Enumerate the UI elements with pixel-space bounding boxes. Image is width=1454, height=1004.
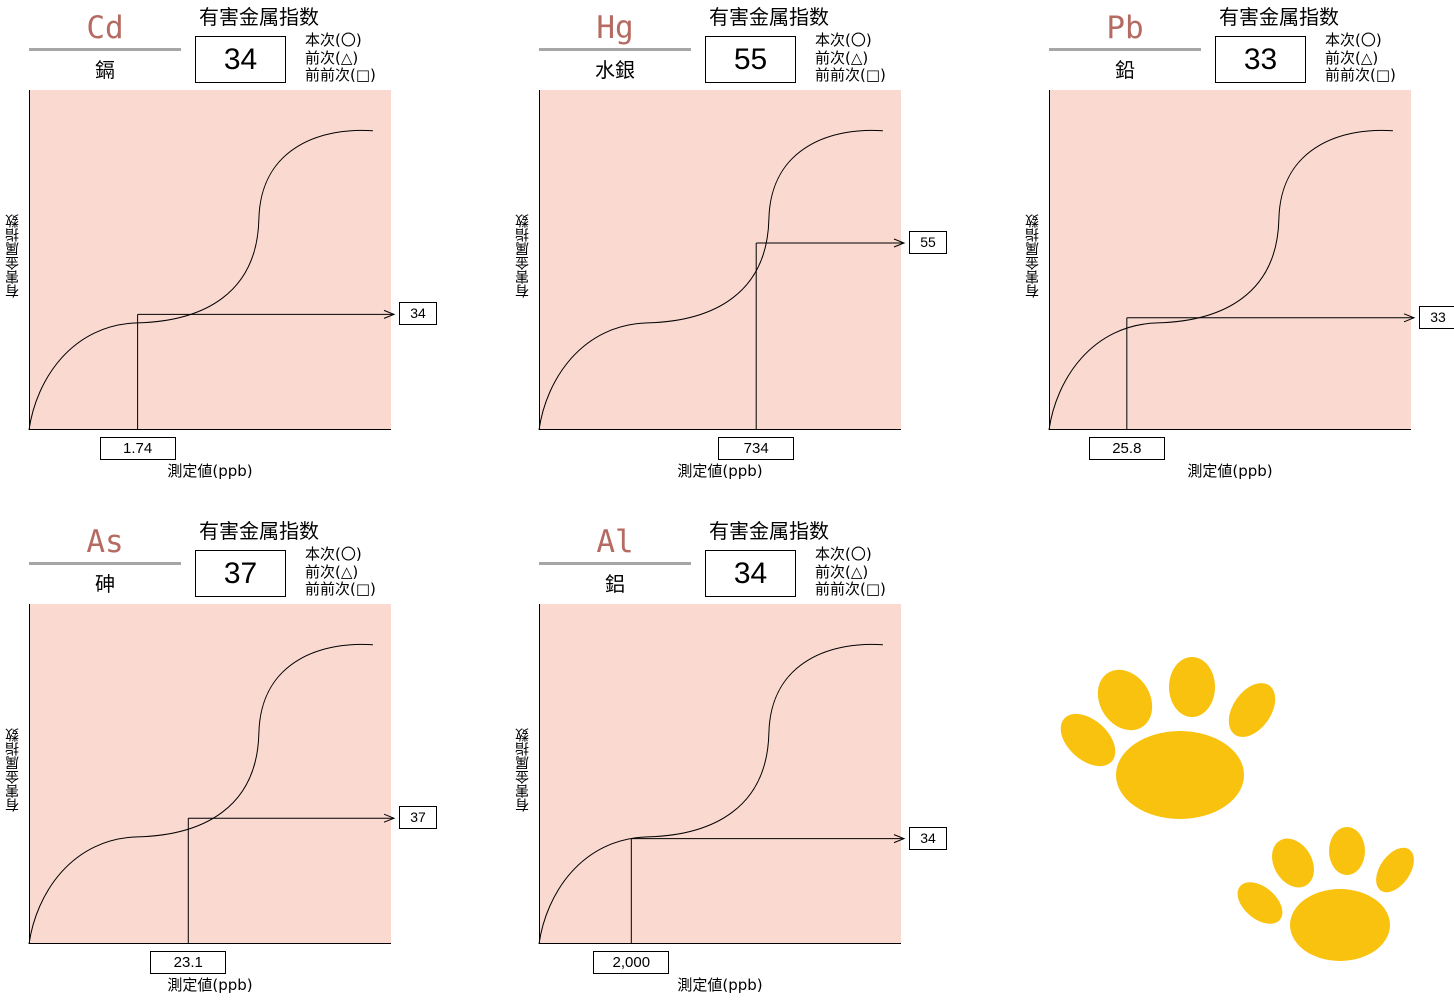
chart-panel-hg: Hg 水銀 有害金属指数 55 本次(〇) 前次(△) 前前次(□) 有害金属指… bbox=[539, 0, 999, 490]
x-axis-label: 測定値(ppb) bbox=[640, 976, 800, 994]
paw-toe bbox=[1368, 841, 1420, 899]
chart-panel-pb: Pb 鉛 有害金属指数 33 本次(〇) 前次(△) 前前次(□) 有害金属指数… bbox=[1049, 0, 1454, 490]
measured-value-box: 2,000 bbox=[593, 951, 669, 974]
paw-print-small bbox=[1230, 827, 1420, 961]
measured-value-box: 1.74 bbox=[100, 437, 176, 460]
paw-toe bbox=[1219, 675, 1285, 746]
measured-value-box: 25.8 bbox=[1089, 437, 1165, 460]
plot-background bbox=[539, 90, 901, 430]
plot-background bbox=[29, 90, 391, 430]
index-marker-box: 55 bbox=[909, 231, 947, 254]
paw-toe bbox=[1169, 657, 1215, 717]
paw-toe bbox=[1230, 874, 1290, 932]
paw-pad bbox=[1290, 889, 1390, 961]
paw-pad bbox=[1116, 731, 1244, 819]
x-axis-label: 測定値(ppb) bbox=[130, 976, 290, 994]
plot-area bbox=[29, 514, 489, 1004]
paw-toe bbox=[1264, 831, 1323, 895]
y-axis-label: 有害金属指数 bbox=[5, 728, 21, 812]
plot-background bbox=[29, 604, 391, 944]
paw-print-large bbox=[1051, 657, 1285, 819]
plot-background bbox=[1049, 90, 1411, 430]
index-marker-box: 34 bbox=[909, 827, 947, 850]
y-axis-label: 有害金属指数 bbox=[5, 214, 21, 298]
y-axis-label: 有害金属指数 bbox=[515, 214, 531, 298]
chart-panel-al: Al 鋁 有害金属指数 34 本次(〇) 前次(△) 前前次(□) 有害金属指数… bbox=[539, 514, 999, 1004]
measured-value-box: 23.1 bbox=[150, 951, 226, 974]
measured-value-box: 734 bbox=[718, 437, 794, 460]
index-marker-box: 37 bbox=[399, 806, 437, 829]
index-marker-box: 34 bbox=[399, 302, 437, 325]
x-axis-label: 測定値(ppb) bbox=[130, 462, 290, 480]
chart-panel-as: As 砷 有害金属指数 37 本次(〇) 前次(△) 前前次(□) 有害金属指数… bbox=[29, 514, 489, 1004]
y-axis-label: 有害金属指数 bbox=[515, 728, 531, 812]
chart-panel-cd: Cd 鎘 有害金属指数 34 本次(〇) 前次(△) 前前次(□) 有害金属指数… bbox=[29, 0, 489, 490]
index-marker-box: 33 bbox=[1419, 306, 1454, 329]
plot-area bbox=[29, 0, 489, 490]
paw-toe bbox=[1329, 827, 1365, 875]
paw-print-icon bbox=[1040, 655, 1420, 975]
plot-area bbox=[1049, 0, 1454, 490]
plot-area bbox=[539, 514, 999, 1004]
x-axis-label: 測定値(ppb) bbox=[640, 462, 800, 480]
y-axis-label: 有害金属指数 bbox=[1025, 214, 1041, 298]
plot-background bbox=[539, 604, 901, 944]
x-axis-label: 測定値(ppb) bbox=[1150, 462, 1310, 480]
